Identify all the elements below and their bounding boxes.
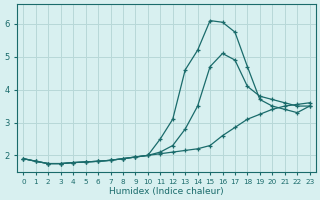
X-axis label: Humidex (Indice chaleur): Humidex (Indice chaleur) (109, 187, 224, 196)
